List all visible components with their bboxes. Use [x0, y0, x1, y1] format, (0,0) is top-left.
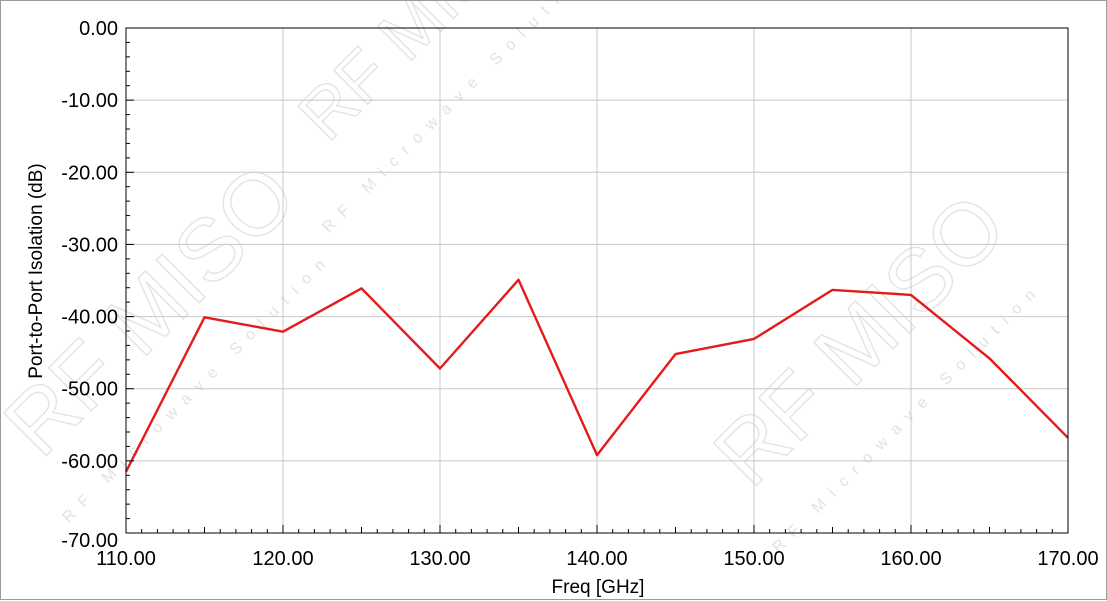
- y-tick-label: -20.00: [61, 162, 118, 184]
- x-tick-label: 150.00: [723, 548, 784, 570]
- x-tick-label: 140.00: [566, 548, 627, 570]
- y-tick-label: -30.00: [61, 234, 118, 256]
- y-axis-title: Port-to-Port Isolation (dB): [26, 163, 47, 378]
- y-tick-label: -50.00: [61, 379, 118, 401]
- x-axis-title: Freq [GHz]: [552, 577, 645, 598]
- y-tick-label: -10.00: [61, 90, 118, 112]
- x-tick-label: 160.00: [880, 548, 941, 570]
- x-tick-label: 170.00: [1037, 548, 1098, 570]
- y-tick-label: 0.00: [79, 18, 118, 40]
- x-tick-label: 120.00: [252, 548, 313, 570]
- y-tick-label: -40.00: [61, 307, 118, 329]
- y-tick-label: -70.00: [61, 530, 118, 552]
- y-tick-label: -60.00: [61, 451, 118, 473]
- x-tick-label: 130.00: [409, 548, 470, 570]
